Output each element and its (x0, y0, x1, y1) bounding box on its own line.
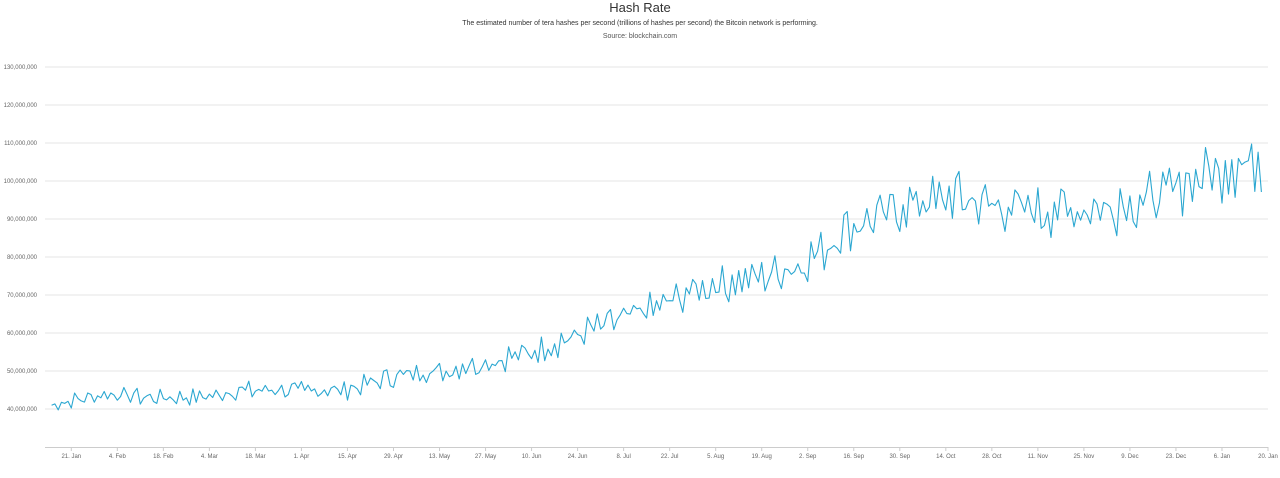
series-line (51, 143, 1262, 411)
x-tick-label: 19. Aug (752, 454, 772, 460)
x-tick-label: 23. Dec (1166, 454, 1187, 460)
y-tick-label: 80,000,000 (7, 255, 38, 261)
x-tick-label: 2. Sep (799, 454, 817, 460)
y-tick-label: 130,000,000 (4, 65, 38, 71)
x-tick-label: 22. Jul (661, 454, 679, 460)
y-tick-label: 100,000,000 (4, 179, 38, 185)
x-tick-label: 13. May (429, 454, 450, 460)
x-tick-label: 1. Apr (294, 454, 310, 460)
x-tick-label: 6. Jan (1214, 454, 1230, 460)
y-tick-label: 90,000,000 (7, 217, 38, 223)
x-tick-label: 30. Sep (889, 454, 910, 460)
y-tick-label: 120,000,000 (4, 103, 38, 109)
x-tick-label: 4. Mar (201, 454, 218, 460)
x-tick-label: 14. Oct (936, 454, 956, 460)
x-tick-label: 5. Aug (707, 454, 724, 460)
y-tick-label: 70,000,000 (7, 293, 38, 299)
x-tick-label: 18. Feb (153, 454, 174, 460)
y-tick-label: 60,000,000 (7, 331, 38, 337)
x-tick-label: 18. Mar (245, 454, 265, 460)
x-tick-label: 10. Jun (522, 454, 542, 460)
x-tick-label: 20. Jan (1258, 454, 1278, 460)
chart-title: Hash Rate (609, 0, 671, 15)
x-tick-label: 16. Sep (843, 454, 864, 460)
x-tick-label: 24. Jun (568, 454, 588, 460)
x-tick-label: 21. Jan (61, 454, 81, 460)
y-tick-label: 40,000,000 (7, 407, 38, 413)
x-tick-label: 15. Apr (338, 454, 357, 460)
chart-subtitle: The estimated number of tera hashes per … (462, 20, 818, 27)
y-tick-label: 110,000,000 (4, 141, 38, 147)
y-tick-label: 50,000,000 (7, 369, 38, 375)
x-tick-label: 4. Feb (109, 454, 127, 460)
x-tick-label: 9. Dec (1121, 454, 1138, 460)
x-tick-label: 11. Nov (1028, 454, 1048, 460)
chart-source: Source: blockchain.com (602, 33, 678, 40)
x-tick-label: 8. Jul (616, 454, 630, 460)
x-tick-label: 29. Apr (384, 454, 403, 460)
x-tick-label: 27. May (475, 454, 496, 460)
x-tick-label: 25. Nov (1074, 454, 1095, 460)
x-tick-label: 28. Oct (982, 454, 1002, 460)
